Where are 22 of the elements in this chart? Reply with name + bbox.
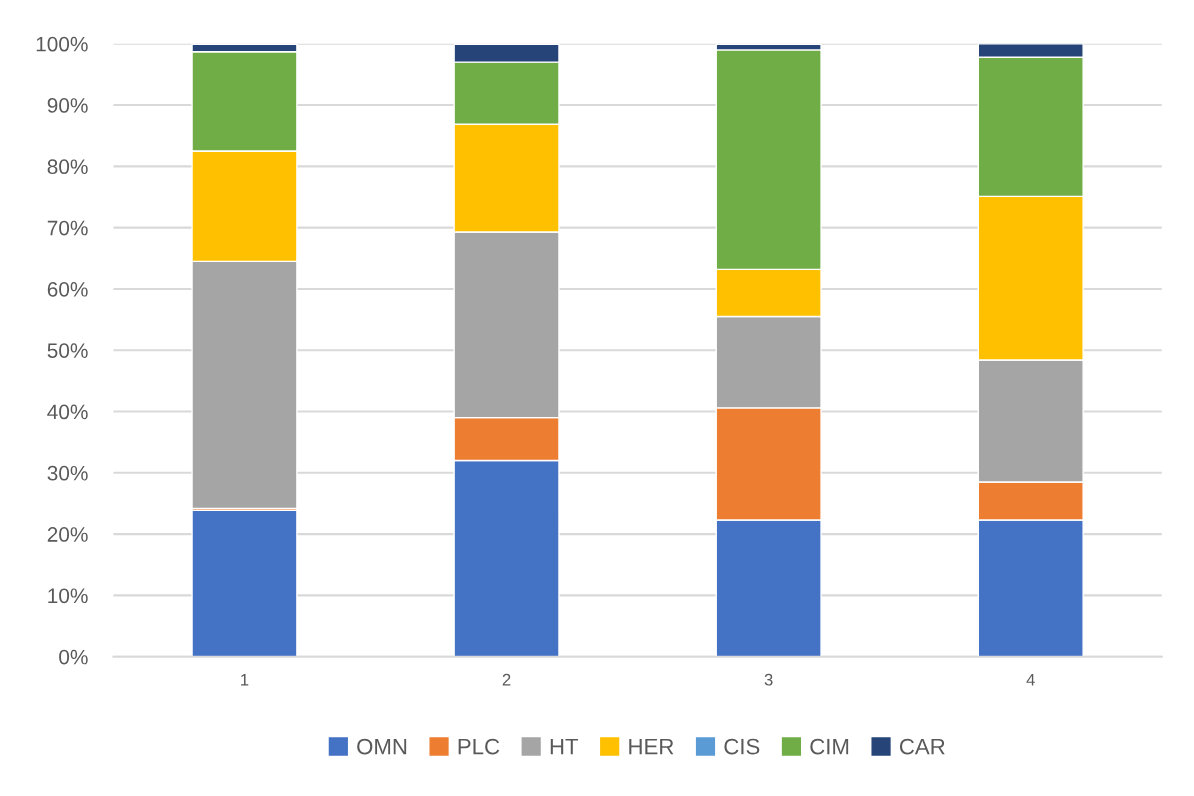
legend-label: CIS — [724, 738, 760, 755]
x-tick-label: 2 — [502, 673, 511, 686]
y-tick-label: 20% — [47, 527, 88, 542]
legend-label: CAR — [899, 738, 945, 755]
legend-label: CIM — [810, 738, 849, 755]
y-tick-label: 50% — [47, 343, 88, 358]
y-tick-label: 10% — [48, 588, 88, 604]
x-tick-label: 1 — [241, 673, 249, 686]
y-tick-label: 90% — [47, 98, 88, 113]
y-tick-label: 100% — [36, 36, 88, 52]
legend-label: OMN — [357, 738, 407, 755]
y-tick-label: 30% — [47, 465, 88, 481]
legend-label: HER — [629, 738, 674, 755]
y-tick-label: 60% — [47, 281, 88, 297]
x-tick-label: 3 — [764, 673, 773, 686]
y-tick-label: 40% — [47, 404, 88, 420]
x-tick-label: 4 — [1026, 673, 1035, 686]
legend-label: PLC — [458, 738, 500, 755]
y-tick-label: 70% — [47, 220, 88, 236]
y-tick-label: 80% — [47, 159, 88, 175]
legend-label: HT — [550, 738, 579, 755]
y-tick-label: 0% — [59, 649, 88, 665]
